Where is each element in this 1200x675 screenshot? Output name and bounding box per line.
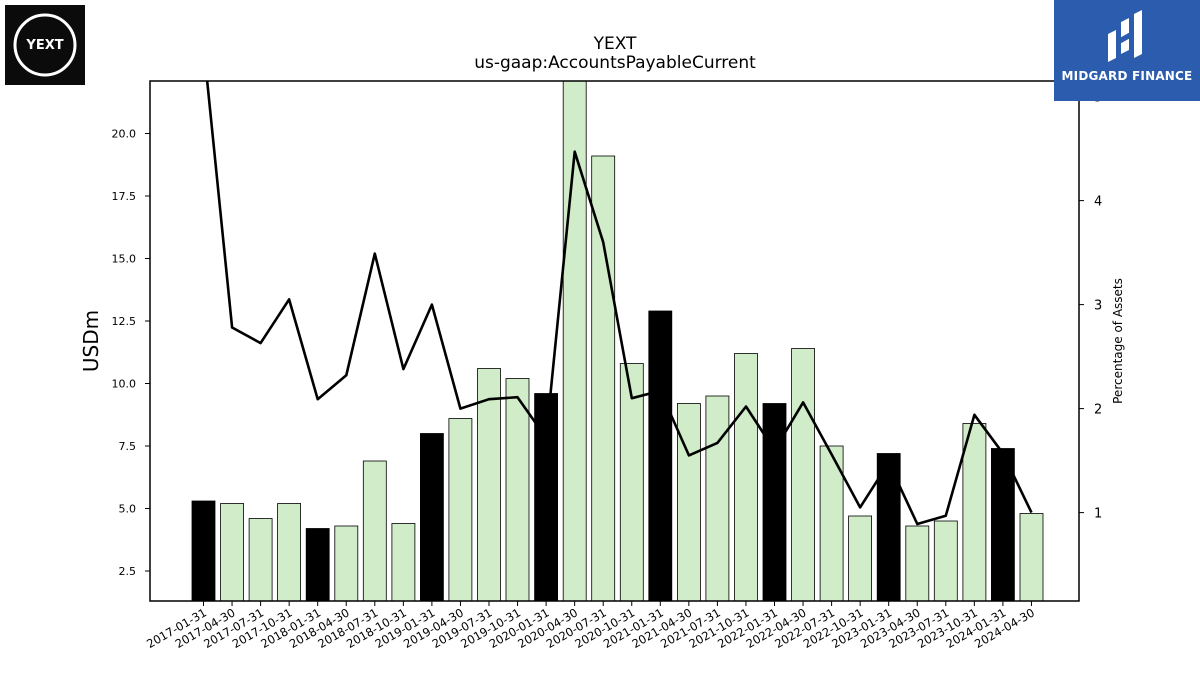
y-tick-label: 15.0: [112, 253, 137, 266]
bar-2023-04-30: [905, 525, 930, 602]
bar-group: [191, 80, 1044, 602]
line-group: [205, 81, 1033, 526]
yext-logo-text: YEXT: [25, 38, 63, 53]
bar-2024-04-30: [1019, 513, 1044, 602]
y-axis-label: USDm: [79, 310, 103, 372]
bar-2018-01-31: [305, 528, 330, 602]
y2-tick-label: 1: [1094, 507, 1102, 522]
x-axis: 2017-01-312017-04-302017-07-312017-10-31…: [144, 601, 1037, 651]
bar-2019-04-30: [448, 418, 473, 602]
bar-2021-04-30: [677, 403, 701, 602]
bar-2022-10-31: [848, 515, 872, 602]
y-axis-right: 12345: [1079, 91, 1102, 522]
plot-frame: [149, 80, 1080, 602]
bar-2017-01-31: [191, 500, 216, 602]
yext-logo-icon: YEXT: [13, 13, 77, 77]
bar-2019-01-31: [419, 433, 444, 602]
y-tick-label: 17.5: [112, 190, 137, 203]
y2-tick-label: 3: [1094, 299, 1102, 314]
yext-logo: YEXT: [5, 5, 85, 85]
midgard-logo-icon: [1108, 10, 1142, 62]
bar-2023-07-31: [933, 520, 958, 602]
bar-2021-01-31: [648, 310, 673, 602]
bar-2017-07-31: [248, 518, 273, 602]
y-tick-label: 7.5: [119, 440, 137, 453]
y-tick-label: 5.0: [119, 503, 137, 516]
bar-2022-01-31: [762, 403, 787, 602]
bar-2021-07-31: [705, 395, 730, 602]
bar-2023-10-31: [962, 423, 987, 602]
bar-2021-10-31: [734, 353, 758, 602]
bar-2019-10-31: [505, 378, 530, 602]
y-axis-left: 2.5 5.0 7.5 10.0 12.5 15.0 17.5 20.0: [112, 128, 150, 578]
bar-2018-04-30: [334, 525, 359, 602]
y-tick-label: 10.0: [112, 378, 137, 391]
bar-2020-07-31: [591, 155, 616, 602]
bar-2017-10-31: [277, 503, 302, 602]
chart-subtitle: us-gaap:AccountsPayableCurrent: [474, 53, 756, 73]
bar-2019-07-31: [477, 368, 501, 602]
bar-2018-10-31: [391, 523, 416, 602]
bar-2022-04-30: [791, 348, 815, 602]
bar-2018-07-31: [362, 460, 387, 602]
y-tick-label: 2.5: [119, 565, 137, 578]
y-tick-label: 20.0: [112, 128, 137, 141]
y2-tick-label: 2: [1094, 403, 1102, 418]
y2-axis-label: Percentage of Assets: [1111, 278, 1125, 404]
midgard-logo-text: MIDGARD FINANCE: [1061, 69, 1193, 83]
y2-tick-label: 4: [1094, 195, 1102, 210]
chart-title: YEXT: [593, 34, 637, 54]
bar-2017-04-30: [220, 503, 245, 602]
percentage-of-assets-line: [205, 81, 1033, 526]
y-tick-label: 12.5: [112, 315, 137, 328]
midgard-finance-logo: MIDGARD FINANCE: [1054, 0, 1200, 101]
